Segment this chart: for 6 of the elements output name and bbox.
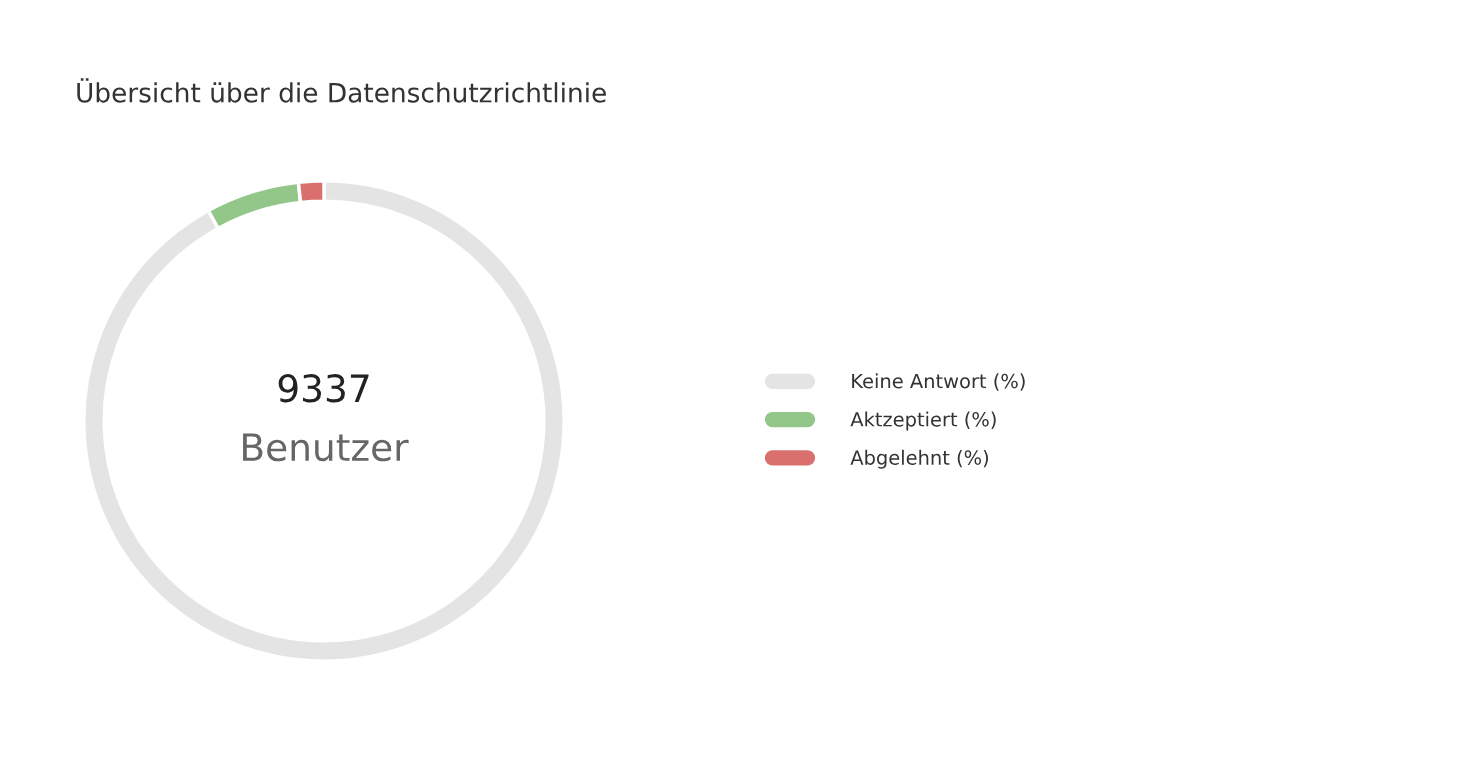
text: 9337 [278,374,369,403]
legend-label: Abgelehnt (%) [850,449,989,469]
legend-label: Aktzeptiert (%) [850,411,996,431]
text: Benutzer [243,433,409,462]
legend-label: Keine Antwort (%) [852,373,1025,391]
chart-title: Übersicht über die Datenschutzrichtlinie [77,78,606,103]
